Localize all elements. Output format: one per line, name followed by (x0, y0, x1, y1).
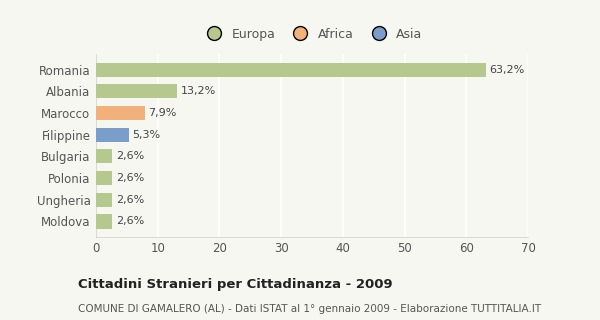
Text: 7,9%: 7,9% (148, 108, 177, 118)
Bar (96, 193, 112, 207)
Bar (96, 149, 112, 164)
Bar (96, 63, 486, 77)
Text: 2,6%: 2,6% (116, 173, 144, 183)
Text: 2,6%: 2,6% (116, 151, 144, 161)
Bar (96, 84, 178, 99)
Text: Cittadini Stranieri per Cittadinanza - 2009: Cittadini Stranieri per Cittadinanza - 2… (78, 278, 392, 292)
Bar (96, 214, 112, 228)
Legend: Europa, Africa, Asia: Europa, Africa, Asia (202, 28, 422, 41)
Bar (96, 171, 112, 185)
Text: 63,2%: 63,2% (490, 65, 525, 75)
Text: 2,6%: 2,6% (116, 195, 144, 205)
Bar (96, 128, 129, 142)
Text: 2,6%: 2,6% (116, 216, 144, 227)
Text: 13,2%: 13,2% (181, 86, 217, 96)
Text: 5,3%: 5,3% (133, 130, 161, 140)
Bar (96, 106, 145, 120)
Text: COMUNE DI GAMALERO (AL) - Dati ISTAT al 1° gennaio 2009 - Elaborazione TUTTITALI: COMUNE DI GAMALERO (AL) - Dati ISTAT al … (78, 304, 541, 314)
